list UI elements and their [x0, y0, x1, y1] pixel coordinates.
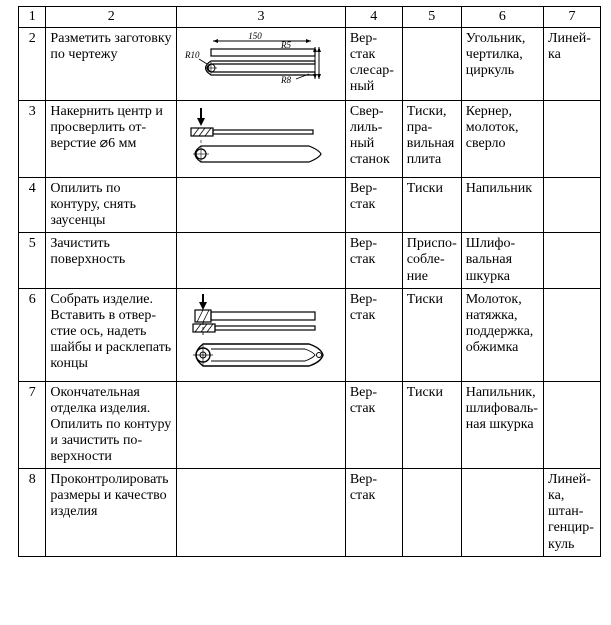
step-drawing-cell: [177, 469, 346, 556]
col-header-5: 5: [402, 7, 461, 28]
workstation: Вер­стак: [345, 381, 402, 468]
fixture: Тиски, пра­виль­ная плита: [402, 101, 461, 178]
step-number: 2: [19, 28, 46, 101]
step-description: Накернить центр и про­сверлить от­версти…: [46, 101, 177, 178]
col-header-1: 1: [19, 7, 46, 28]
col-header-6: 6: [461, 7, 543, 28]
step-description: Опилить по контуру, снять заусенцы: [46, 178, 177, 233]
fixture: [402, 28, 461, 101]
measuring: [544, 288, 601, 381]
dim-r5-label: R5: [280, 40, 291, 50]
dim-r8-label: R8: [280, 75, 291, 85]
col-header-3: 3: [177, 7, 346, 28]
step-number: 8: [19, 469, 46, 556]
measuring: [544, 178, 601, 233]
fixture: Тиски: [402, 178, 461, 233]
step-drawing-cell: [177, 178, 346, 233]
fixture: [402, 469, 461, 556]
step-drawing-cell: [177, 288, 346, 381]
col-header-7: 7: [544, 7, 601, 28]
workstation: Вер­стак: [345, 469, 402, 556]
step-number: 3: [19, 101, 46, 178]
header-row: 1 2 3 4 5 6 7: [19, 7, 601, 28]
step-drawing-cell: [177, 101, 346, 178]
fixture: Тиски: [402, 381, 461, 468]
tools: На­пиль­ник: [461, 178, 543, 233]
dim-length-label: 150: [248, 31, 262, 41]
workstation: Вер­стак: [345, 178, 402, 233]
step-description: Разметить заготовку по чертежу: [46, 28, 177, 101]
measuring: Ли­ней­ка: [544, 28, 601, 101]
tools: Уголь­ник, чер­тилка, цир­куль: [461, 28, 543, 101]
step-number: 5: [19, 233, 46, 288]
measuring: [544, 233, 601, 288]
step-drawing-cell: 150 R5: [177, 28, 346, 101]
blank-drawing: 150 R5: [181, 31, 333, 97]
workstation: Вер­стак сле­сар­ный: [345, 28, 402, 101]
workstation: Вер­стак: [345, 288, 402, 381]
measuring: [544, 101, 601, 178]
step-description: Зачистить поверхность: [46, 233, 177, 288]
tools: [461, 469, 543, 556]
step-number: 6: [19, 288, 46, 381]
workstation: Свер­лиль­ный ста­нок: [345, 101, 402, 178]
tools: Кер­нер, моло­ток, сверло: [461, 101, 543, 178]
assembly-drawing: [181, 292, 333, 378]
measuring: Ли­ней­ка, штан­ген­цир­куль: [544, 469, 601, 556]
table-row: 2 Разметить заготовку по чертежу 150 R5: [19, 28, 601, 101]
step-description: Собрать изде­лие. Вста­вить в отвер­стие…: [46, 288, 177, 381]
process-table: 1 2 3 4 5 6 7 2 Разметить заготовку по ч…: [18, 6, 601, 557]
table-row: 8 Проконтро­лировать раз­меры и каче­ств…: [19, 469, 601, 556]
step-drawing-cell: [177, 381, 346, 468]
measuring: [544, 381, 601, 468]
workstation: Вер­стак: [345, 233, 402, 288]
fixture: При­спо­собле­ние: [402, 233, 461, 288]
col-header-4: 4: [345, 7, 402, 28]
table-row: 7 Окончатель­ная отделка изделия. Опилит…: [19, 381, 601, 468]
dim-r10-label: R10: [184, 50, 200, 60]
step-number: 7: [19, 381, 46, 468]
tools: Шли­фо­валь­ная шкурка: [461, 233, 543, 288]
step-number: 4: [19, 178, 46, 233]
tools: На­пиль­ник, шли­фо­валь­ная шкурка: [461, 381, 543, 468]
tools: Моло­ток, натяж­ка, под­держ­ка, об­жимк…: [461, 288, 543, 381]
step-description: Проконтро­лировать раз­меры и каче­ство …: [46, 469, 177, 556]
table-row: 5 Зачистить поверхность Вер­стак При­спо…: [19, 233, 601, 288]
table-row: 4 Опилить по контуру, снять заусенцы Вер…: [19, 178, 601, 233]
col-header-2: 2: [46, 7, 177, 28]
fixture: Тиски: [402, 288, 461, 381]
table-row: 6 Собрать изде­лие. Вста­вить в отвер­ст…: [19, 288, 601, 381]
step-drawing-cell: [177, 233, 346, 288]
table-row: 3 Накернить центр и про­сверлить от­верс…: [19, 101, 601, 178]
drill-drawing: [181, 104, 333, 174]
step-description: Окончатель­ная отделка изделия. Опилить …: [46, 381, 177, 468]
